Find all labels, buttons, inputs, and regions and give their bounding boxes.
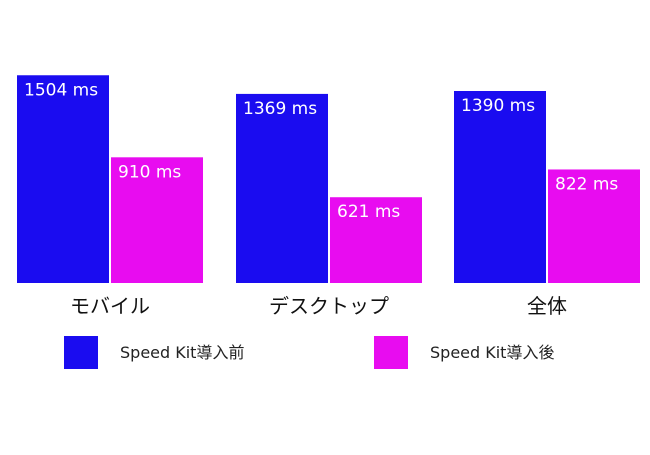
bar-before-2 <box>454 91 546 283</box>
bar-value-label: 1369 ms <box>243 99 317 119</box>
bar-before-1 <box>236 93 328 283</box>
bar-value-label: 621 ms <box>337 202 400 222</box>
legend: Speed Kit導入前 Speed Kit導入後 <box>64 336 554 369</box>
bar-value-label: 910 ms <box>118 162 181 182</box>
legend-swatch <box>64 336 98 369</box>
bar-after-2 <box>548 169 640 283</box>
bar-labels-layer: 1504 ms 910 ms 1369 ms 621 ms 1390 ms 822 ms <box>24 80 618 222</box>
category-label: モバイル <box>70 294 150 318</box>
legend-label: Speed Kit導入前 <box>120 343 244 362</box>
category-labels-layer: モバイル デスクトップ 全体 <box>70 294 567 318</box>
bar-after-1 <box>330 197 422 283</box>
bar-after-0 <box>111 157 203 283</box>
bar-before-0 <box>17 75 109 283</box>
bar-value-label: 1504 ms <box>24 80 98 100</box>
category-label: 全体 <box>527 294 567 318</box>
legend-swatch <box>374 336 408 369</box>
bars-layer <box>17 75 640 283</box>
bar-value-label: 1390 ms <box>461 96 535 116</box>
bar-value-label: 822 ms <box>555 174 618 194</box>
category-label: デスクトップ <box>269 294 389 318</box>
legend-label: Speed Kit導入後 <box>430 343 554 362</box>
